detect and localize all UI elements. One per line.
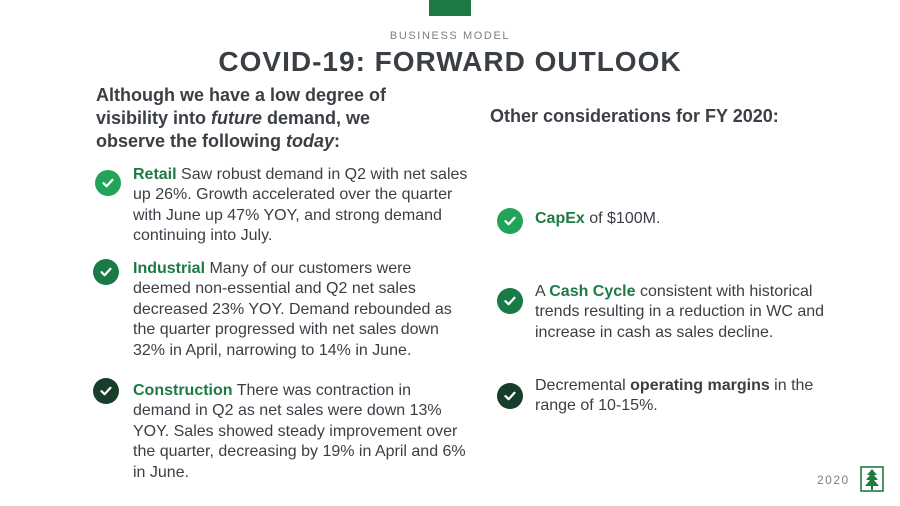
cash-cycle-pre: A bbox=[535, 283, 550, 300]
check-circle-icon bbox=[497, 208, 523, 234]
check-circle-icon bbox=[95, 170, 121, 196]
industrial-description: Many of our customers were deemed non-es… bbox=[133, 260, 452, 359]
left-heading-em-future: future bbox=[211, 108, 263, 128]
retail-text: Retail Saw robust demand in Q2 with net … bbox=[133, 165, 468, 247]
industrial-label: Industrial bbox=[133, 260, 206, 277]
left-heading-part2: demand, we observe the following bbox=[96, 108, 371, 151]
cash-cycle-text: A Cash Cycle consistent with historical … bbox=[535, 282, 845, 343]
left-heading-part1: Although we have a low degree of visibil… bbox=[96, 85, 387, 128]
page-title: COVID-19: FORWARD OUTLOOK bbox=[218, 46, 682, 77]
operating-margins-label: operating margins bbox=[630, 377, 770, 394]
tree-logo-icon bbox=[860, 466, 884, 492]
construction-label: Construction bbox=[133, 382, 233, 399]
cash-cycle-label: Cash Cycle bbox=[549, 283, 636, 300]
industrial-text: Industrial Many of our customers were de… bbox=[133, 259, 468, 361]
footer-year: 2020 bbox=[817, 473, 850, 487]
capex-label: CapEx bbox=[535, 210, 585, 227]
operating-margins-post: in the range of 10-15%. bbox=[535, 377, 814, 415]
check-circle-icon bbox=[93, 378, 119, 404]
cash-cycle-post: consistent with historical trends result… bbox=[535, 283, 825, 341]
retail-label: Retail bbox=[133, 166, 177, 183]
operating-margins-text: Decremental operating margins in the ran… bbox=[535, 376, 845, 417]
check-circle-icon bbox=[497, 383, 523, 409]
capex-post: of $100M. bbox=[584, 210, 661, 227]
capex-text: CapEx of $100M. bbox=[535, 209, 845, 229]
right-heading: Other considerations for FY 2020: bbox=[490, 106, 779, 126]
section-eyebrow: BUSINESS MODEL bbox=[389, 30, 511, 42]
retail-description: Saw robust demand in Q2 with net sales u… bbox=[133, 166, 468, 245]
check-circle-icon bbox=[93, 259, 119, 285]
left-heading: Although we have a low degree of visibil… bbox=[96, 84, 426, 153]
top-accent-bar bbox=[429, 0, 471, 16]
left-heading-part3: : bbox=[334, 131, 341, 151]
operating-margins-pre: Decremental bbox=[535, 377, 631, 394]
construction-description: There was contraction in demand in Q2 as… bbox=[133, 382, 466, 481]
construction-text: Construction There was contraction in de… bbox=[133, 381, 468, 483]
left-heading-em-today: today bbox=[286, 131, 335, 151]
check-circle-icon bbox=[497, 288, 523, 314]
